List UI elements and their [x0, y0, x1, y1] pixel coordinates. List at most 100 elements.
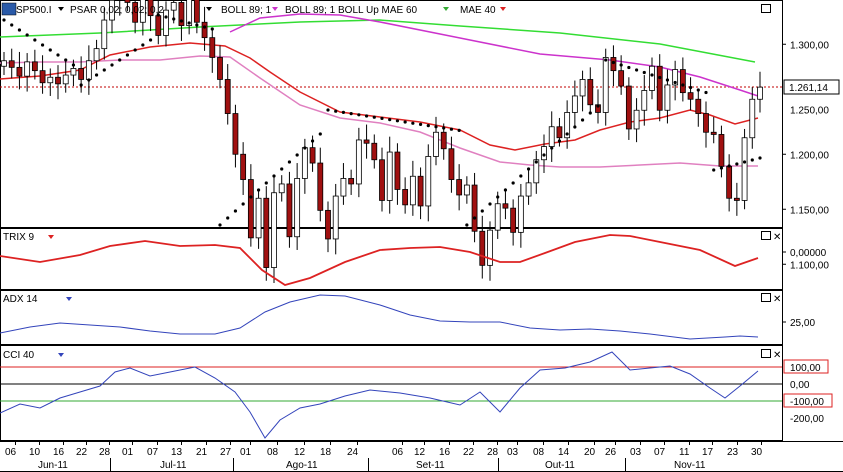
boll1-dropdown-icon[interactable] [272, 7, 278, 11]
psar-dot [681, 83, 685, 87]
psar-dot [380, 116, 384, 120]
psar-dot [665, 78, 670, 82]
candle-body [201, 21, 208, 39]
psar-dot [758, 156, 762, 160]
candle-body [556, 126, 563, 139]
candle-body [749, 98, 756, 139]
candle-body [93, 48, 100, 62]
candle-body [24, 61, 31, 77]
psar-dot [411, 121, 415, 125]
psar-dot [735, 162, 739, 166]
price-tick-label: 1.300,00 [790, 40, 829, 51]
maximize-icon[interactable] [761, 4, 771, 13]
psar-dot [141, 43, 145, 47]
candle-body [278, 183, 285, 194]
psar-dot [696, 88, 700, 92]
psar-dot [580, 118, 585, 122]
psar-dot [573, 125, 577, 129]
psar-dot [434, 125, 438, 129]
psar-dot [426, 124, 430, 128]
psar-dot [272, 174, 276, 178]
x-tick-label: 12 [294, 447, 306, 458]
psar-dot [542, 153, 546, 157]
psar-dot [388, 118, 392, 122]
psar-dot [642, 70, 646, 75]
trix-line [0, 234, 759, 286]
adx-tick-label: 25,00 [790, 318, 815, 329]
cci-maximize-icon[interactable] [761, 349, 771, 358]
trix-dropdown-icon[interactable] [48, 235, 54, 239]
cci-dropdown-icon[interactable] [58, 353, 64, 357]
candle-body [70, 68, 77, 76]
mae-dropdown-icon[interactable] [500, 7, 506, 11]
candle-body [641, 90, 648, 111]
psar-dot [472, 216, 477, 220]
symbol-dropdown-icon[interactable] [58, 7, 64, 11]
candle-body [695, 98, 702, 114]
candle-body [209, 37, 216, 58]
psar-dot [287, 160, 292, 164]
cci-tick-100: 100,00 [790, 363, 821, 374]
adx-close-icon: ✕ [773, 294, 781, 305]
last-price-label: 1.261,14 [789, 83, 828, 94]
candle-body [309, 147, 316, 164]
candle-body [217, 57, 223, 80]
psar-dot [565, 132, 569, 136]
candle-body [340, 178, 347, 197]
cci-minus100-box [783, 393, 833, 408]
cci-tick-minus200: -200,00 [790, 414, 824, 425]
psar-dot [742, 160, 747, 164]
x-tick-label: 18 [320, 447, 332, 458]
x-tick-label: 08 [267, 447, 279, 458]
x-tick-label: 16 [53, 447, 65, 458]
candle-body [649, 65, 655, 91]
psar-dot [619, 63, 623, 67]
psar-dot [110, 63, 114, 67]
psar-dropdown-icon[interactable] [206, 7, 212, 11]
candle-body [186, 0, 193, 26]
psar-dot [25, 33, 29, 37]
x-tick-label: 21 [196, 447, 208, 458]
mae60-line [0, 19, 756, 63]
candle-body [47, 76, 54, 84]
candle-body [726, 165, 733, 199]
boll2-dropdown-icon[interactable] [443, 7, 449, 11]
month-label: Out-11 [545, 460, 575, 471]
candle-body [132, 2, 139, 23]
psar-dot [164, 15, 168, 19]
candle-body [587, 79, 594, 106]
candle-body [656, 65, 663, 111]
cci-close-icon: ✕ [773, 350, 781, 361]
psar-dot [658, 75, 662, 80]
month-label: Jul-11 [160, 460, 187, 471]
panel-frame-3 [0, 345, 783, 441]
psar-dot [750, 158, 754, 162]
x-tick-label: 07 [147, 447, 159, 458]
psar-dot [465, 223, 469, 227]
x-tick-label: 27 [220, 447, 232, 458]
psar-dot [195, 23, 199, 27]
x-tick-label: 13 [171, 447, 183, 458]
trix-tick-label: 0,00000 [790, 248, 827, 259]
candle-body [240, 153, 247, 180]
candle-body [109, 0, 115, 21]
adx-maximize-icon[interactable] [761, 293, 771, 302]
candle-body [402, 189, 409, 206]
psar-dot [403, 120, 407, 124]
psar-dot [133, 48, 137, 52]
candle-body [39, 70, 46, 84]
candle-body [317, 162, 324, 211]
psar-dot [627, 65, 631, 70]
trix-maximize-icon[interactable] [761, 231, 771, 240]
price-tick-label: 1.100,00 [790, 260, 829, 271]
adx-dropdown-icon[interactable] [66, 297, 72, 301]
cci-line [0, 351, 759, 439]
candle-body [363, 139, 370, 144]
candle-body [471, 184, 478, 232]
psar-dot [503, 188, 508, 192]
x-tick-label: 14 [558, 447, 570, 458]
x-tick-label: 10 [29, 447, 41, 458]
candle-body [510, 207, 517, 233]
psar-dot [496, 195, 500, 199]
candle-body [247, 179, 254, 239]
